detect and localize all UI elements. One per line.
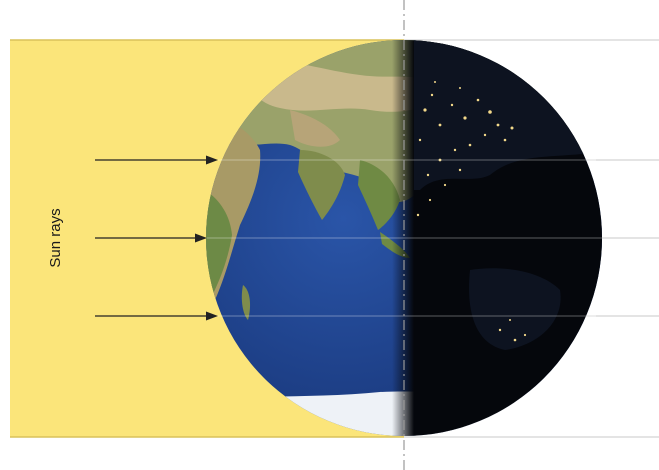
terminator-gradient: [392, 40, 414, 436]
globe-latitude-lines: [206, 159, 602, 317]
city-lights: [416, 81, 527, 342]
sun-ray-arrow-top: [95, 155, 218, 165]
sun-ray-arrow-bottom: [95, 311, 218, 321]
sun-rays-label: Sun rays: [47, 208, 64, 267]
sun-ray-arrows: [95, 155, 218, 321]
sun-ray-arrow-middle: [95, 233, 207, 243]
